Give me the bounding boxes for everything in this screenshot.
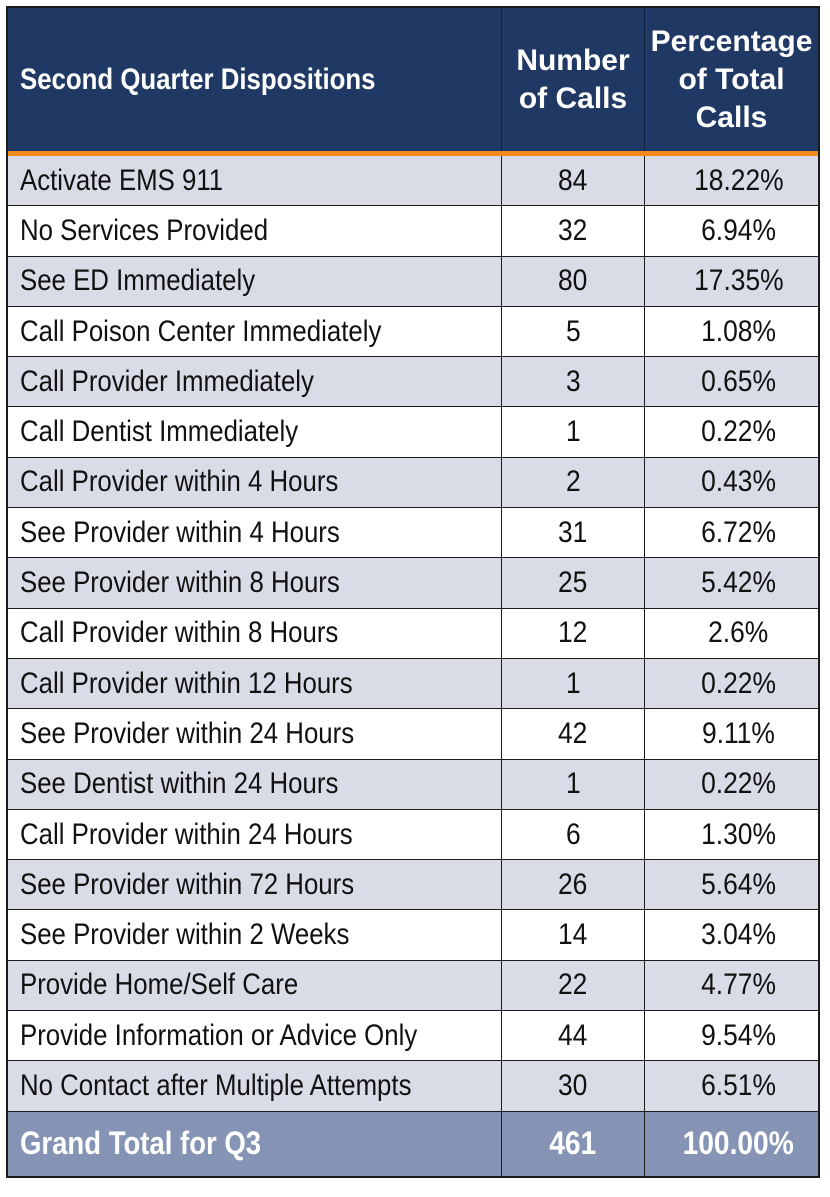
row-label: See Dentist within 24 Hours xyxy=(20,767,339,801)
row-calls: 5 xyxy=(501,306,644,357)
table-row: Activate EMS 911 84 18.22% xyxy=(8,156,818,207)
table-row: No Contact after Multiple Attempts 30 6.51… xyxy=(8,1061,818,1112)
table-row: Call Provider Immediately 3 0.65% xyxy=(8,357,818,408)
row-calls: 6 xyxy=(501,809,644,860)
table-row: See Provider within 4 Hours 31 6.72% xyxy=(8,508,818,559)
row-calls: 1 xyxy=(501,658,644,709)
header-percentage: Percentage of Total Calls xyxy=(644,8,818,151)
row-calls: 22 xyxy=(501,960,644,1011)
row-label: Provide Information or Advice Only xyxy=(20,1018,418,1052)
table-row: No Services Provided 32 6.94% xyxy=(8,206,818,257)
row-calls: 84 xyxy=(501,156,644,206)
row-percentage: 6.72% xyxy=(644,508,818,558)
table-row: See Provider within 24 Hours 42 9.11% xyxy=(8,709,818,760)
table-body: Activate EMS 911 84 18.22% No Services Prov… xyxy=(8,156,818,1112)
table-row: Call Provider within 24 Hours 6 1.30% xyxy=(8,809,818,861)
table-header: Second Quarter Dispositions Number of Ca… xyxy=(8,8,818,156)
row-label: Call Provider Immediately xyxy=(20,364,314,398)
table-row: See Dentist within 24 Hours 1 0.22% xyxy=(8,759,818,810)
row-label: Call Provider within 24 Hours xyxy=(20,817,353,851)
row-label: See Provider within 4 Hours xyxy=(20,515,340,549)
row-label: See Provider within 2 Weeks xyxy=(20,918,350,952)
row-percentage: 1.30% xyxy=(644,809,818,860)
row-label: No Contact after Multiple Attempts xyxy=(20,1068,412,1102)
table-row: See ED Immediately 80 17.35% xyxy=(8,256,818,307)
row-label: See Provider within 8 Hours xyxy=(20,566,340,600)
total-label: Grand Total for Q3 xyxy=(20,1125,262,1162)
row-calls: 32 xyxy=(501,206,644,256)
row-calls: 42 xyxy=(501,709,644,759)
row-calls: 26 xyxy=(501,860,644,910)
row-calls: 80 xyxy=(501,256,644,306)
row-calls: 31 xyxy=(501,508,644,558)
row-percentage: 4.77% xyxy=(644,960,818,1011)
row-label: Call Provider within 4 Hours xyxy=(20,465,339,499)
row-percentage: 1.08% xyxy=(644,306,818,357)
row-percentage: 0.22% xyxy=(644,759,818,809)
table-row: Provide Information or Advice Only 44 9.54… xyxy=(8,1011,818,1062)
row-percentage: 6.94% xyxy=(644,206,818,256)
row-label: See ED Immediately xyxy=(20,264,256,298)
row-percentage: 9.54% xyxy=(644,1011,818,1061)
row-label: Call Dentist Immediately xyxy=(20,415,299,449)
row-percentage: 6.51% xyxy=(644,1061,818,1111)
header-number-of-calls: Number of Calls xyxy=(501,8,644,151)
row-percentage: 3.04% xyxy=(644,910,818,960)
row-label: Activate EMS 911 xyxy=(20,163,224,197)
dispositions-table: Second Quarter Dispositions Number of Ca… xyxy=(6,6,820,1178)
table-row: Call Provider within 12 Hours 1 0.22% xyxy=(8,658,818,710)
row-label: Call Provider within 12 Hours xyxy=(20,666,353,700)
row-percentage: 5.42% xyxy=(644,558,818,608)
row-calls: 44 xyxy=(501,1011,644,1061)
row-percentage: 2.6% xyxy=(644,608,818,658)
row-percentage: 9.11% xyxy=(644,709,818,759)
row-calls: 30 xyxy=(501,1061,644,1111)
row-calls: 2 xyxy=(501,457,644,508)
row-label: Call Poison Center Immediately xyxy=(20,314,382,348)
row-label: See Provider within 24 Hours xyxy=(20,716,355,750)
total-percentage: 100.00% xyxy=(644,1111,818,1176)
table-row: Call Provider within 4 Hours 2 0.43% xyxy=(8,457,818,509)
table-row: See Provider within 8 Hours 25 5.42% xyxy=(8,558,818,609)
row-percentage: 5.64% xyxy=(644,860,818,910)
table-row: Call Dentist Immediately 1 0.22% xyxy=(8,407,818,458)
table-row: See Provider within 72 Hours 26 5.64% xyxy=(8,860,818,911)
grand-total-row: Grand Total for Q3 461 100.00% xyxy=(8,1111,818,1176)
row-percentage: 17.35% xyxy=(644,256,818,306)
row-calls: 1 xyxy=(501,407,644,457)
row-label: See Provider within 72 Hours xyxy=(20,867,355,901)
row-calls: 12 xyxy=(501,608,644,658)
header-disposition: Second Quarter Dispositions xyxy=(20,62,376,96)
total-calls: 461 xyxy=(501,1111,644,1176)
table-row: Provide Home/Self Care 22 4.77% xyxy=(8,960,818,1012)
row-label: Call Provider within 8 Hours xyxy=(20,616,339,650)
row-label: Provide Home/Self Care xyxy=(20,968,299,1002)
table-row: Call Provider within 8 Hours 12 2.6% xyxy=(8,608,818,659)
row-calls: 3 xyxy=(501,357,644,407)
row-calls: 25 xyxy=(501,558,644,608)
row-percentage: 0.22% xyxy=(644,407,818,457)
row-label: No Services Provided xyxy=(20,213,269,247)
row-percentage: 0.22% xyxy=(644,658,818,709)
row-percentage: 0.65% xyxy=(644,357,818,407)
row-calls: 1 xyxy=(501,759,644,809)
table-row: See Provider within 2 Weeks 14 3.04% xyxy=(8,910,818,961)
table-row: Call Poison Center Immediately 5 1.08% xyxy=(8,306,818,358)
row-percentage: 18.22% xyxy=(644,156,818,206)
row-percentage: 0.43% xyxy=(644,457,818,508)
row-calls: 14 xyxy=(501,910,644,960)
